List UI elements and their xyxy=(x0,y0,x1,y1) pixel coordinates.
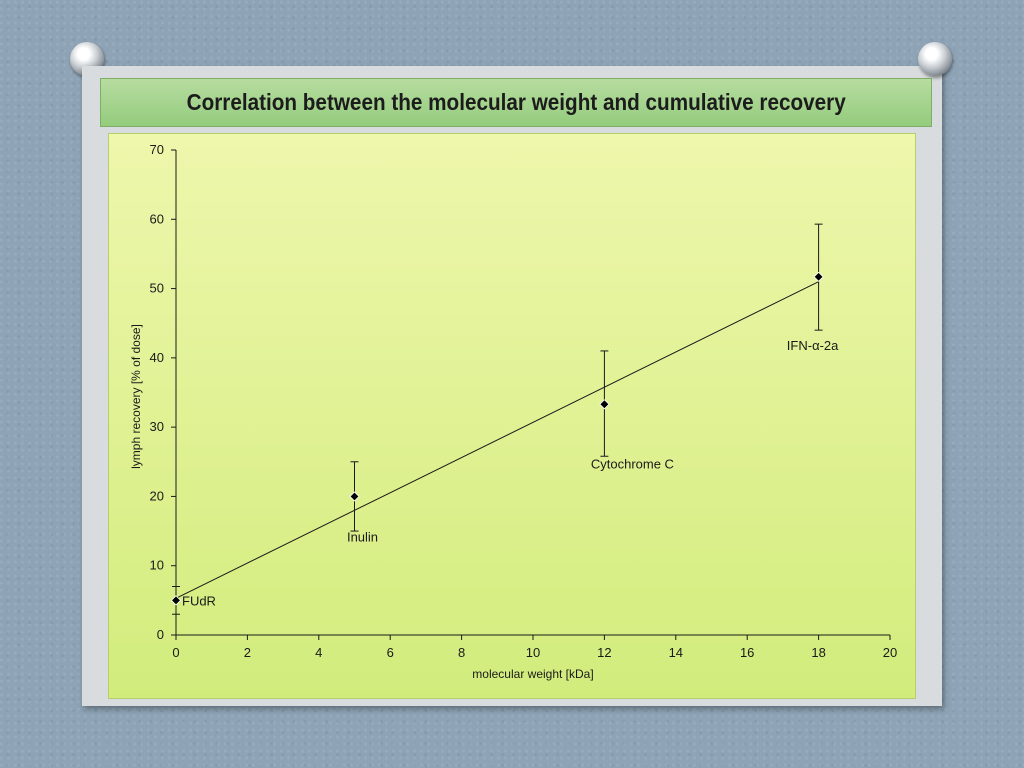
x-tick-label: 8 xyxy=(458,645,465,660)
chart-axes: 0 2 4 6 8 10 12 14 16 18 20 0 10 20 30 40 50 60 70 xyxy=(150,142,898,660)
data-point-group: FUdR xyxy=(170,586,216,615)
x-tick-label: 10 xyxy=(526,645,540,660)
data-point-marker xyxy=(599,399,610,410)
data-point-group: Inulin xyxy=(347,461,378,544)
data-point-label: Inulin xyxy=(347,529,378,544)
x-tick-label: 6 xyxy=(387,645,394,660)
data-point-marker xyxy=(349,491,360,502)
y-tick-label: 10 xyxy=(150,558,164,573)
y-tick-label: 0 xyxy=(157,627,164,642)
y-tick-label: 50 xyxy=(150,281,164,296)
data-point-group: IFN-α-2a xyxy=(787,223,839,353)
y-tick-label: 20 xyxy=(150,488,164,503)
data-points-group: FUdR Inulin Cytochrome C IFN-α-2a xyxy=(170,223,839,615)
slide-title: Correlation between the molecular weight… xyxy=(186,89,846,115)
data-point-marker xyxy=(170,595,182,606)
data-point-label: IFN-α-2a xyxy=(787,338,839,353)
pushpin-right-icon xyxy=(918,42,952,76)
x-tick-label: 18 xyxy=(811,645,825,660)
x-tick-label: 12 xyxy=(597,645,611,660)
data-point-marker xyxy=(813,271,824,282)
x-tick-label: 0 xyxy=(172,645,179,660)
x-tick-label: 16 xyxy=(740,645,754,660)
data-point-label: FUdR xyxy=(182,593,216,608)
x-tick-label: 2 xyxy=(244,645,251,660)
chart-area xyxy=(108,133,916,699)
y-tick-label: 30 xyxy=(150,419,164,434)
title-banner: Correlation between the molecular weight… xyxy=(100,78,932,127)
data-point-label: Cytochrome C xyxy=(591,456,674,471)
y-tick-label: 60 xyxy=(150,211,164,226)
x-tick-label: 20 xyxy=(883,645,897,660)
y-tick-label: 40 xyxy=(150,350,164,365)
x-tick-label: 14 xyxy=(669,645,683,660)
y-tick-label: 70 xyxy=(150,142,164,157)
trendline-group xyxy=(175,281,819,599)
data-point-group: Cytochrome C xyxy=(591,350,674,471)
x-axis-title: molecular weight [kDa] xyxy=(472,667,593,681)
y-axis-title: lymph recovery [% of dose] xyxy=(129,324,143,469)
x-tick-label: 4 xyxy=(315,645,322,660)
trendline xyxy=(175,281,819,599)
